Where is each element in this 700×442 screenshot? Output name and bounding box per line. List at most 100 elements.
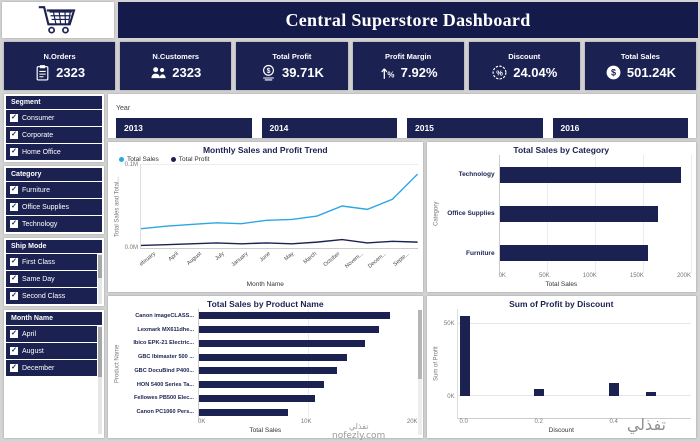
- slicer-month-name: Month Name ✓ April ✓ August ✓ December: [4, 310, 104, 438]
- year-button-2016[interactable]: 2016: [552, 118, 688, 138]
- slicer-item-furniture[interactable]: ✓ Furniture: [6, 182, 102, 198]
- slicer-ship-mode: Ship Mode ✓ First Class ✓ Same Day ✓ Second…: [4, 238, 104, 306]
- checkbox-icon[interactable]: ✓: [10, 275, 18, 283]
- gridline: [691, 155, 692, 273]
- product-bar[interactable]: [199, 394, 315, 402]
- year-button-2014[interactable]: 2014: [261, 118, 397, 138]
- x-tick: January: [230, 251, 250, 269]
- product-labels: Canon imageCLASS... Lexmark MX611dhe... …: [122, 309, 198, 419]
- trend-arrow-percent-icon: %: [380, 67, 394, 79]
- checkbox-icon[interactable]: ✓: [10, 364, 18, 372]
- product-bar[interactable]: [199, 381, 324, 389]
- kpi-value: 2323: [172, 64, 202, 80]
- slicer-item-label: Home Office: [22, 148, 61, 156]
- x-tick: 0K: [198, 419, 206, 425]
- product-bar[interactable]: [199, 367, 337, 375]
- slicer-item-april[interactable]: ✓ April: [6, 326, 97, 342]
- scrollbar-thumb[interactable]: [98, 327, 102, 377]
- slicer-item-december[interactable]: ✓ December: [6, 360, 97, 376]
- checkbox-icon[interactable]: ✓: [10, 330, 18, 338]
- category-bar[interactable]: [499, 205, 658, 222]
- slicer-item-label: Same Day: [22, 275, 55, 283]
- slicer-item-august[interactable]: ✓ August: [6, 343, 97, 359]
- sidebar: Segment ✓ Consumer ✓ Corporate ✓ Home Offic…: [4, 94, 104, 438]
- chart-sales-by-product: Total Sales by Product Name Product Name…: [108, 296, 423, 438]
- gridline: [141, 164, 418, 165]
- category-label: Furniture: [466, 249, 495, 257]
- category-labels: Technology Office Supplies Furniture: [441, 155, 499, 273]
- slicer-item-corporate[interactable]: ✓ Corporate: [6, 127, 102, 143]
- y-tick: 0.0M: [124, 245, 138, 251]
- product-bar[interactable]: [199, 312, 391, 320]
- x-tick: 0K: [498, 273, 506, 279]
- gridline: [308, 309, 310, 419]
- y-axis-title: Category: [433, 201, 440, 227]
- slicer-title: Ship Mode: [6, 240, 102, 253]
- slicer-item-office-supplies[interactable]: ✓ Office Supplies: [6, 199, 102, 215]
- slicer-item-same-day[interactable]: ✓ Same Day: [6, 271, 97, 287]
- kpi-value: 2323: [56, 64, 86, 80]
- product-label: Canon PC1060 Pers...: [136, 409, 194, 416]
- product-bar[interactable]: [199, 408, 288, 416]
- checkbox-icon[interactable]: ✓: [10, 186, 18, 194]
- chart-title: Monthly Sales and Profit Trend: [202, 145, 328, 155]
- x-axis-title: Month Name: [246, 281, 284, 288]
- slicer-item-consumer[interactable]: ✓ Consumer: [6, 110, 102, 126]
- kpi-total-profit: Total Profit $ 39.71K: [236, 42, 348, 90]
- year-button-2015[interactable]: 2015: [407, 118, 543, 138]
- discount-bar[interactable]: [608, 383, 619, 397]
- legend: Total Sales Total Profit: [113, 155, 418, 164]
- checkbox-icon[interactable]: ✓: [10, 292, 18, 300]
- x-tick: June: [259, 251, 273, 264]
- category-bar[interactable]: [499, 245, 648, 262]
- slicer-item-home-office[interactable]: ✓ Home Office: [6, 144, 102, 160]
- chart-title: Total Sales by Product Name: [207, 299, 324, 309]
- discount-bar[interactable]: [646, 391, 657, 397]
- category-label: Technology: [458, 171, 495, 179]
- year-slicer: Year 2013 2014 2015 2016: [108, 94, 696, 138]
- product-bar[interactable]: [199, 326, 380, 334]
- product-bar[interactable]: [199, 339, 366, 347]
- category-label: Office Supplies: [447, 210, 495, 218]
- scrollbar-thumb[interactable]: [98, 255, 102, 278]
- customers-icon: [151, 66, 166, 78]
- checkbox-icon[interactable]: ✓: [10, 258, 18, 266]
- scrollbar[interactable]: [417, 310, 422, 435]
- y-tick: 0.1M: [124, 162, 138, 168]
- x-tick: 100K: [582, 273, 597, 279]
- clipboard-icon: [36, 64, 49, 81]
- scrollbar[interactable]: [98, 254, 102, 304]
- x-axis-title: Total Sales: [249, 427, 282, 434]
- checkbox-icon[interactable]: ✓: [10, 114, 18, 122]
- slicer-item-first-class[interactable]: ✓ First Class: [6, 254, 97, 270]
- kpi-n-orders: N.Orders 2323: [4, 42, 116, 90]
- x-tick: 150K: [629, 273, 644, 279]
- checkbox-icon[interactable]: ✓: [10, 347, 18, 355]
- product-bar[interactable]: [199, 353, 347, 361]
- discount-bar[interactable]: [459, 316, 470, 397]
- checkbox-icon[interactable]: ✓: [10, 148, 18, 156]
- discount-y-tick: 50K: [443, 320, 455, 327]
- kpi-profit-margin: Profit Margin % 7.92%: [352, 42, 464, 90]
- slicer-item-second-class[interactable]: ✓ Second Class: [6, 288, 97, 304]
- discount-bar[interactable]: [534, 388, 545, 397]
- x-tick: March: [302, 251, 319, 266]
- scrollbar-thumb[interactable]: [417, 310, 422, 379]
- category-bar[interactable]: [499, 166, 682, 183]
- discount-x-tick: 0.4: [609, 419, 618, 425]
- kpi-n-customers: N.Customers 2323: [120, 42, 232, 90]
- slicer-title: Segment: [6, 96, 102, 109]
- checkbox-icon[interactable]: ✓: [10, 131, 18, 139]
- scrollbar[interactable]: [98, 326, 102, 434]
- slicer-item-label: Corporate: [22, 131, 54, 139]
- slicer-item-technology[interactable]: ✓ Technology: [6, 216, 102, 232]
- checkbox-icon[interactable]: ✓: [10, 220, 18, 228]
- top-bar: Central Superstore Dashboard: [0, 0, 700, 38]
- checkbox-icon[interactable]: ✓: [10, 203, 18, 211]
- chart-title: Sum of Profit by Discount: [509, 299, 614, 309]
- legend-total-sales[interactable]: Total Sales: [119, 156, 159, 163]
- trend-plot-svg[interactable]: [141, 164, 418, 248]
- legend-total-profit[interactable]: Total Profit: [170, 156, 210, 163]
- slicer-title: Month Name: [6, 312, 102, 325]
- year-button-2013[interactable]: 2013: [116, 118, 252, 138]
